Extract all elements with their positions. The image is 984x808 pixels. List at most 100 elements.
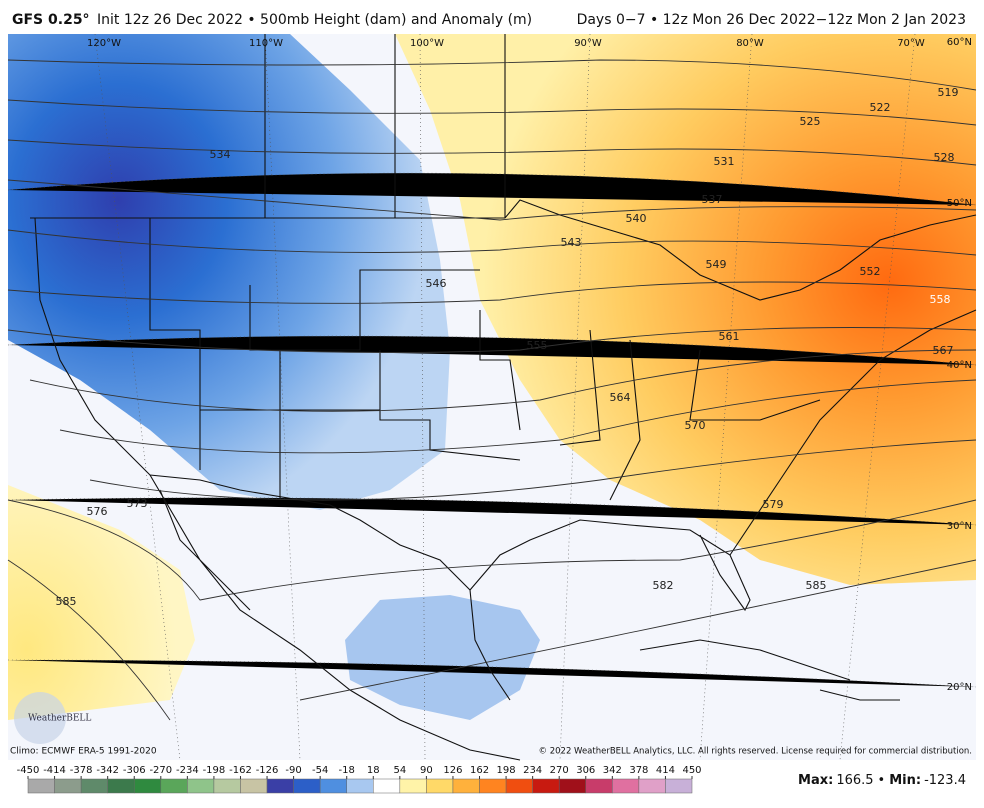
colorbar-tick-label: 162	[470, 765, 489, 776]
negative-anomaly-gulf	[345, 595, 540, 720]
copyright: © 2022 WeatherBELL Analytics, LLC. All r…	[539, 747, 972, 757]
colorbar-tick-label: 342	[603, 765, 622, 776]
colorbar-swatch	[452, 778, 480, 794]
colorbar-swatch	[479, 778, 507, 794]
colorbar-tick-label: -198	[203, 765, 226, 776]
longitude-label: 100°W	[410, 38, 444, 49]
colorbar-swatch	[612, 778, 640, 794]
colorbar-tick-label: 126	[443, 765, 462, 776]
contour-label: 561	[719, 330, 740, 343]
contour-label: 522	[870, 101, 891, 114]
contour-label: 519	[938, 86, 959, 99]
colorbar-tick-label: 414	[656, 765, 675, 776]
contour-label: 582	[653, 579, 674, 592]
colorbar-tick-label: -54	[312, 765, 328, 776]
colorbar-swatch	[133, 778, 162, 794]
contour-label: 537	[702, 193, 723, 206]
contour-label: 573	[127, 497, 148, 510]
latitude-label: 40°N	[947, 360, 972, 371]
colorbar-tick-label: 234	[523, 765, 542, 776]
contour-label: 564	[610, 391, 631, 404]
colorbar-tick-label: 90	[420, 765, 433, 776]
colorbar-tick-label: -162	[229, 765, 252, 776]
colorbar-swatch	[399, 778, 427, 794]
colorbar-tick-label: -378	[70, 765, 93, 776]
latitude-label: 50°N	[947, 198, 972, 209]
colorbar-swatch	[27, 778, 55, 794]
colorbar-swatch	[373, 778, 401, 794]
colorbar-tick-label: 54	[393, 765, 406, 776]
contour-label: 558	[930, 293, 951, 306]
max-min-part: -123.4	[924, 773, 966, 788]
logo: WeatherBELL	[28, 714, 91, 724]
colorbar-swatch	[319, 778, 347, 794]
max-min-part: •	[878, 773, 886, 788]
contour-label: 552	[860, 265, 881, 278]
colorbar-swatch	[80, 778, 108, 794]
colorbar-swatch	[293, 778, 321, 794]
contour-label: 585	[806, 579, 827, 592]
contour-label: 579	[763, 498, 784, 511]
contour-label: 543	[561, 236, 582, 249]
colorbar-tick-label: -126	[256, 765, 279, 776]
colorbar-tick-label: -234	[176, 765, 199, 776]
contour-label: 534	[210, 148, 231, 161]
colorbar-swatch	[346, 778, 374, 794]
colorbar-swatch	[266, 778, 294, 794]
longitude-label: 110°W	[249, 38, 283, 49]
contour-label: 525	[800, 115, 821, 128]
contours	[7, 59, 977, 721]
colorbar-swatch	[665, 778, 693, 794]
colorbar-tick-label: 306	[576, 765, 595, 776]
max-min: Max: 166.5 • Min: -123.4	[798, 773, 966, 788]
colorbar-tick-label: -270	[149, 765, 172, 776]
colorbar-swatch	[160, 778, 188, 794]
longitude-label: 80°W	[736, 38, 764, 49]
run-description: Init 12z 26 Dec 2022 • 500mb Height (dam…	[97, 12, 532, 28]
colorbar-swatch	[638, 778, 666, 794]
colorbar-tick-label: 198	[497, 765, 516, 776]
contour-label: 531	[714, 155, 735, 168]
colorbar-tick-label: 450	[682, 765, 701, 776]
colorbar-swatch	[213, 778, 241, 794]
colorbar-tick-label: -306	[123, 765, 146, 776]
model-name: GFS 0.25°	[12, 12, 90, 28]
colorbar-tick-label: -342	[96, 765, 119, 776]
colorbar-swatch	[505, 778, 533, 794]
colorbar-swatch	[558, 778, 587, 794]
colorbar-tick-label: -450	[17, 765, 40, 776]
latitude-label: 60°N	[947, 37, 972, 48]
max-min-part: Min:	[889, 773, 921, 788]
contour-label: 576	[87, 505, 108, 518]
colorbar-swatch	[107, 778, 135, 794]
longitude-label: 90°W	[574, 38, 602, 49]
contour-label: 540	[626, 212, 647, 225]
colorbar-tick-label: -414	[43, 765, 66, 776]
colorbar-tick-label: -18	[339, 765, 355, 776]
colorbar-swatch	[54, 778, 82, 794]
colorbar-swatch	[426, 778, 454, 794]
colorbar-swatch	[187, 778, 215, 794]
latitude-label: 30°N	[947, 521, 972, 532]
colorbar-swatch	[585, 778, 613, 794]
contour-label: 585	[56, 595, 77, 608]
contour-label: 567	[933, 344, 954, 357]
climo-note: Climo: ECMWF ERA-5 1991-2020	[10, 747, 157, 757]
colorbar-tick-label: 18	[367, 765, 380, 776]
colorbar-swatch	[532, 778, 560, 794]
max-min-part: Max:	[798, 773, 833, 788]
contour-label: 570	[685, 419, 706, 432]
colorbar-tick-label: 378	[629, 765, 648, 776]
latitude-label: 20°N	[947, 682, 972, 693]
positive-anomaly	[395, 34, 976, 585]
max-min-part: 166.5	[836, 773, 873, 788]
colorbar-swatch	[240, 778, 268, 794]
longitude-label: 120°W	[87, 38, 121, 49]
contour-label: 555	[527, 339, 548, 352]
contour-label: 546	[426, 277, 447, 290]
contour-label: 549	[706, 258, 727, 271]
colorbar-tick-label: -90	[285, 765, 301, 776]
colorbar-tick-label: 270	[550, 765, 569, 776]
